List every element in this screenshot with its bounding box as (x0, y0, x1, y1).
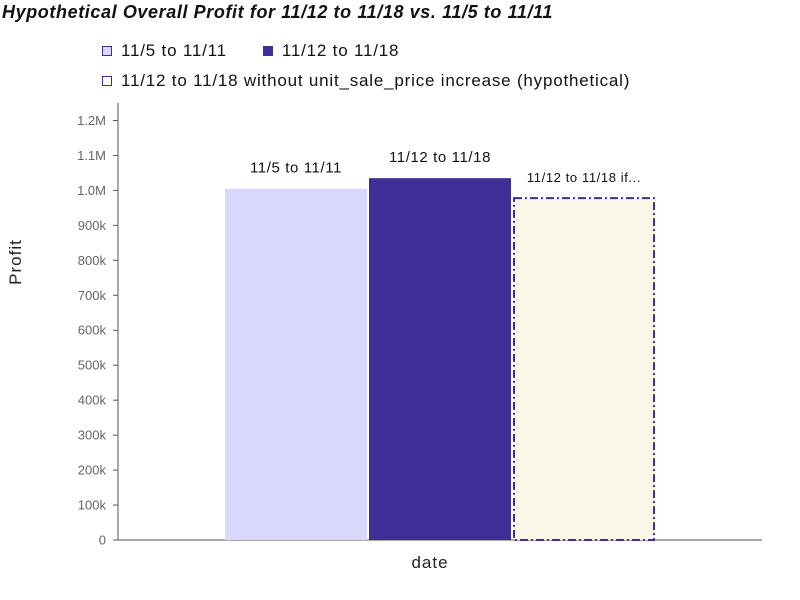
y-tick-label: 0 (99, 533, 106, 548)
y-tick-label: 400k (78, 393, 107, 408)
legend-swatch-current-week (262, 46, 273, 56)
legend-label-current-week: 11/12 to 11/18 (281, 41, 400, 60)
y-tick-label: 900k (78, 218, 107, 233)
bar-label-0: 11/5 to 11/11 (250, 160, 342, 177)
legend-swatch-hypothetical (102, 76, 112, 86)
bar-label-1: 11/12 to 11/18 (389, 149, 491, 166)
bar-label-2: 11/12 to 11/18 if... (527, 170, 641, 185)
y-tick-label: 1.2M (77, 113, 106, 128)
y-tick-label: 300k (78, 428, 107, 443)
legend-item-prev-week[interactable]: 11/5 to 11/11 (102, 41, 227, 61)
y-axis-title: Profit (6, 239, 25, 285)
legend-item-hypothetical[interactable]: 11/12 to 11/18 without unit_sale_price i… (102, 71, 630, 91)
y-tick-label: 500k (78, 358, 107, 373)
bar-1[interactable] (369, 178, 511, 540)
x-axis-title: date (411, 553, 448, 572)
chart-title: Hypothetical Overall Profit for 11/12 to… (2, 2, 553, 22)
y-tick-label: 1.0M (77, 183, 106, 198)
legend-label-prev-week: 11/5 to 11/11 (121, 41, 227, 60)
y-tick-label: 100k (78, 498, 107, 513)
bar-0[interactable] (225, 188, 367, 541)
legend: 11/5 to 11/11 11/12 to 11/18 11/12 to 11… (102, 36, 666, 96)
bars (225, 178, 655, 542)
bar-2[interactable] (513, 197, 655, 542)
bar-labels: 11/5 to 11/11 11/12 to 11/18 11/12 to 11/1… (250, 149, 641, 185)
y-tick-label: 1.1M (77, 148, 106, 163)
y-tick-label: 800k (78, 253, 107, 268)
legend-row-2: 11/12 to 11/18 without unit_sale_price i… (102, 66, 666, 96)
legend-label-hypothetical: 11/12 to 11/18 without unit_sale_price i… (121, 71, 631, 90)
y-tick-label: 200k (78, 463, 107, 478)
y-tick-label: 700k (78, 288, 107, 303)
y-tick-label: 600k (78, 323, 107, 338)
legend-item-current-week[interactable]: 11/12 to 11/18 (262, 41, 400, 61)
legend-swatch-prev-week (102, 46, 112, 56)
legend-row-1: 11/5 to 11/11 11/12 to 11/18 (102, 36, 666, 66)
